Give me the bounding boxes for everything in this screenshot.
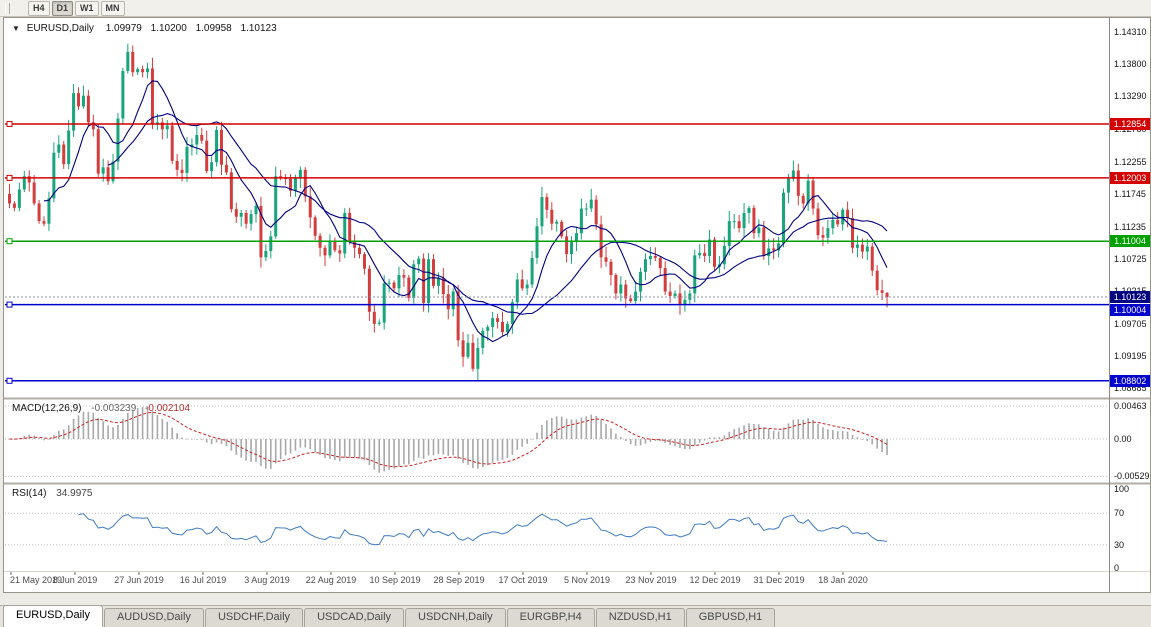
date-axis-label: 10 Sep 2019 [369,575,421,585]
price-scale-label: 1.12255 [1114,156,1147,167]
moving-average-line [107,113,888,315]
line-anchor-handle[interactable] [6,377,13,384]
macd-scale-max: 0.00463 [1114,401,1147,411]
ohlc-open: 1.09979 [105,23,142,34]
chart-tab-bar: EURUSD,Daily AUDUSD,Daily USDCHF,Daily U… [0,605,1151,627]
ohlc-high: 1.10200 [150,23,187,34]
price-scale-label: 1.10725 [1114,253,1147,264]
line-anchor-handle[interactable] [6,301,13,308]
rsi-name: RSI(14) [12,488,47,499]
macd-signal-value: -0.002104 [145,403,191,414]
price-level-label-4: 1.10004 [1110,304,1150,317]
date-axis-label: 12 Dec 2019 [689,575,741,585]
current-price-label: 1.10123 [1110,291,1150,304]
price-scale-label: 1.11235 [1114,221,1146,232]
date-axis-label: 3 Aug 2019 [244,575,290,585]
tab-usdchf-daily[interactable]: USDCHF,Daily [204,608,304,627]
price-scale-label: 1.13800 [1114,58,1147,69]
line-anchor-handle[interactable] [6,174,13,181]
price-pane [5,43,1109,384]
date-axis-label: 27 Jun 2019 [114,575,164,585]
tab-eurgbp-h4[interactable]: EURGBP,H4 [506,608,595,627]
macd-name: MACD(12,26,9) [12,403,82,414]
rsi-label: RSI(14) 34.9975 [12,488,92,499]
price-scale-label: 1.09705 [1114,318,1147,329]
timeframe-button-h4[interactable]: H4 [28,0,50,16]
rsi-value: 34.9975 [56,488,93,499]
moving-average-line [43,80,888,343]
price-scale-label: 1.13290 [1114,91,1147,102]
date-axis-label: 22 Aug 2019 [305,575,357,585]
macd-pane [5,405,1109,478]
chart-area: ▼ EURUSD,Daily 1.09979 1.10200 1.09958 1… [3,17,1151,593]
ohlc-low: 1.09958 [195,23,232,34]
price-scale-label: 1.09195 [1114,350,1147,361]
macd-main-value: -0.003239 [91,403,137,414]
ohlc-close: 1.10123 [240,23,277,34]
macd-label: MACD(12,26,9) -0.003239 -0.002104 [12,403,190,414]
rsi-scale-0: 0 [1114,563,1120,573]
chart-canvas[interactable] [4,18,1150,592]
date-axis-label: 23 Nov 2019 [625,575,677,585]
price-scale-label: 1.14310 [1114,26,1147,37]
macd-scale-zero: 0.00 [1114,434,1132,444]
date-axis-label: 18 Jan 2020 [818,575,868,585]
date-axis-label: 28 Sep 2019 [433,575,485,585]
date-axis-label: 21 May 2019 [9,575,63,585]
line-anchor-handle[interactable] [6,120,13,127]
timeframe-toolbar: H4 D1 W1 MN [0,0,1151,17]
date-axis-label: 16 Jul 2019 [179,575,227,585]
tab-usdcnh-daily[interactable]: USDCNH,Daily [405,608,506,627]
rsi-scale-100: 100 [1114,484,1130,494]
tab-audusd-daily[interactable]: AUDUSD,Daily [103,608,204,627]
toolbar-grip-handle[interactable] [5,2,10,14]
line-anchor-handle[interactable] [6,238,13,245]
price-level-label-3: 1.11004 [1110,235,1150,248]
date-axis-label: 8 Jun 2019 [52,575,98,585]
date-axis-label: 5 Nov 2019 [563,575,611,585]
timeframe-button-w1[interactable]: W1 [75,0,99,16]
rsi-pane [5,512,1109,546]
timeframe-button-d1[interactable]: D1 [51,0,74,16]
macd-scale-min: -0.00529 [1114,471,1150,481]
timeframe-button-mn[interactable]: MN [100,0,125,16]
symbol-ohlc-label: ▼ EURUSD,Daily 1.09979 1.10200 1.09958 1… [12,23,277,34]
tab-gbpusd-h1[interactable]: GBPUSD,H1 [685,608,776,627]
rsi-scale-30: 30 [1114,540,1125,550]
chart-dropdown-icon[interactable]: ▼ [12,24,20,33]
price-scale-label: 1.08685 [1114,383,1147,394]
rsi-scale-70: 70 [1114,508,1125,518]
price-level-label-2: 1.12003 [1110,171,1150,184]
symbol-name: EURUSD,Daily [26,23,94,34]
tab-nzdusd-h1[interactable]: NZDUSD,H1 [595,608,685,627]
tab-usdcad-daily[interactable]: USDCAD,Daily [304,608,405,627]
date-axis-label: 17 Oct 2019 [498,575,548,585]
price-level-label-5: 1.08802 [1110,374,1150,387]
tab-eurusd-daily[interactable]: EURUSD,Daily [3,605,103,627]
price-scale-label: 1.11745 [1114,189,1146,200]
date-axis-label: 31 Dec 2019 [753,575,805,585]
price-level-label-1: 1.12854 [1110,117,1150,130]
